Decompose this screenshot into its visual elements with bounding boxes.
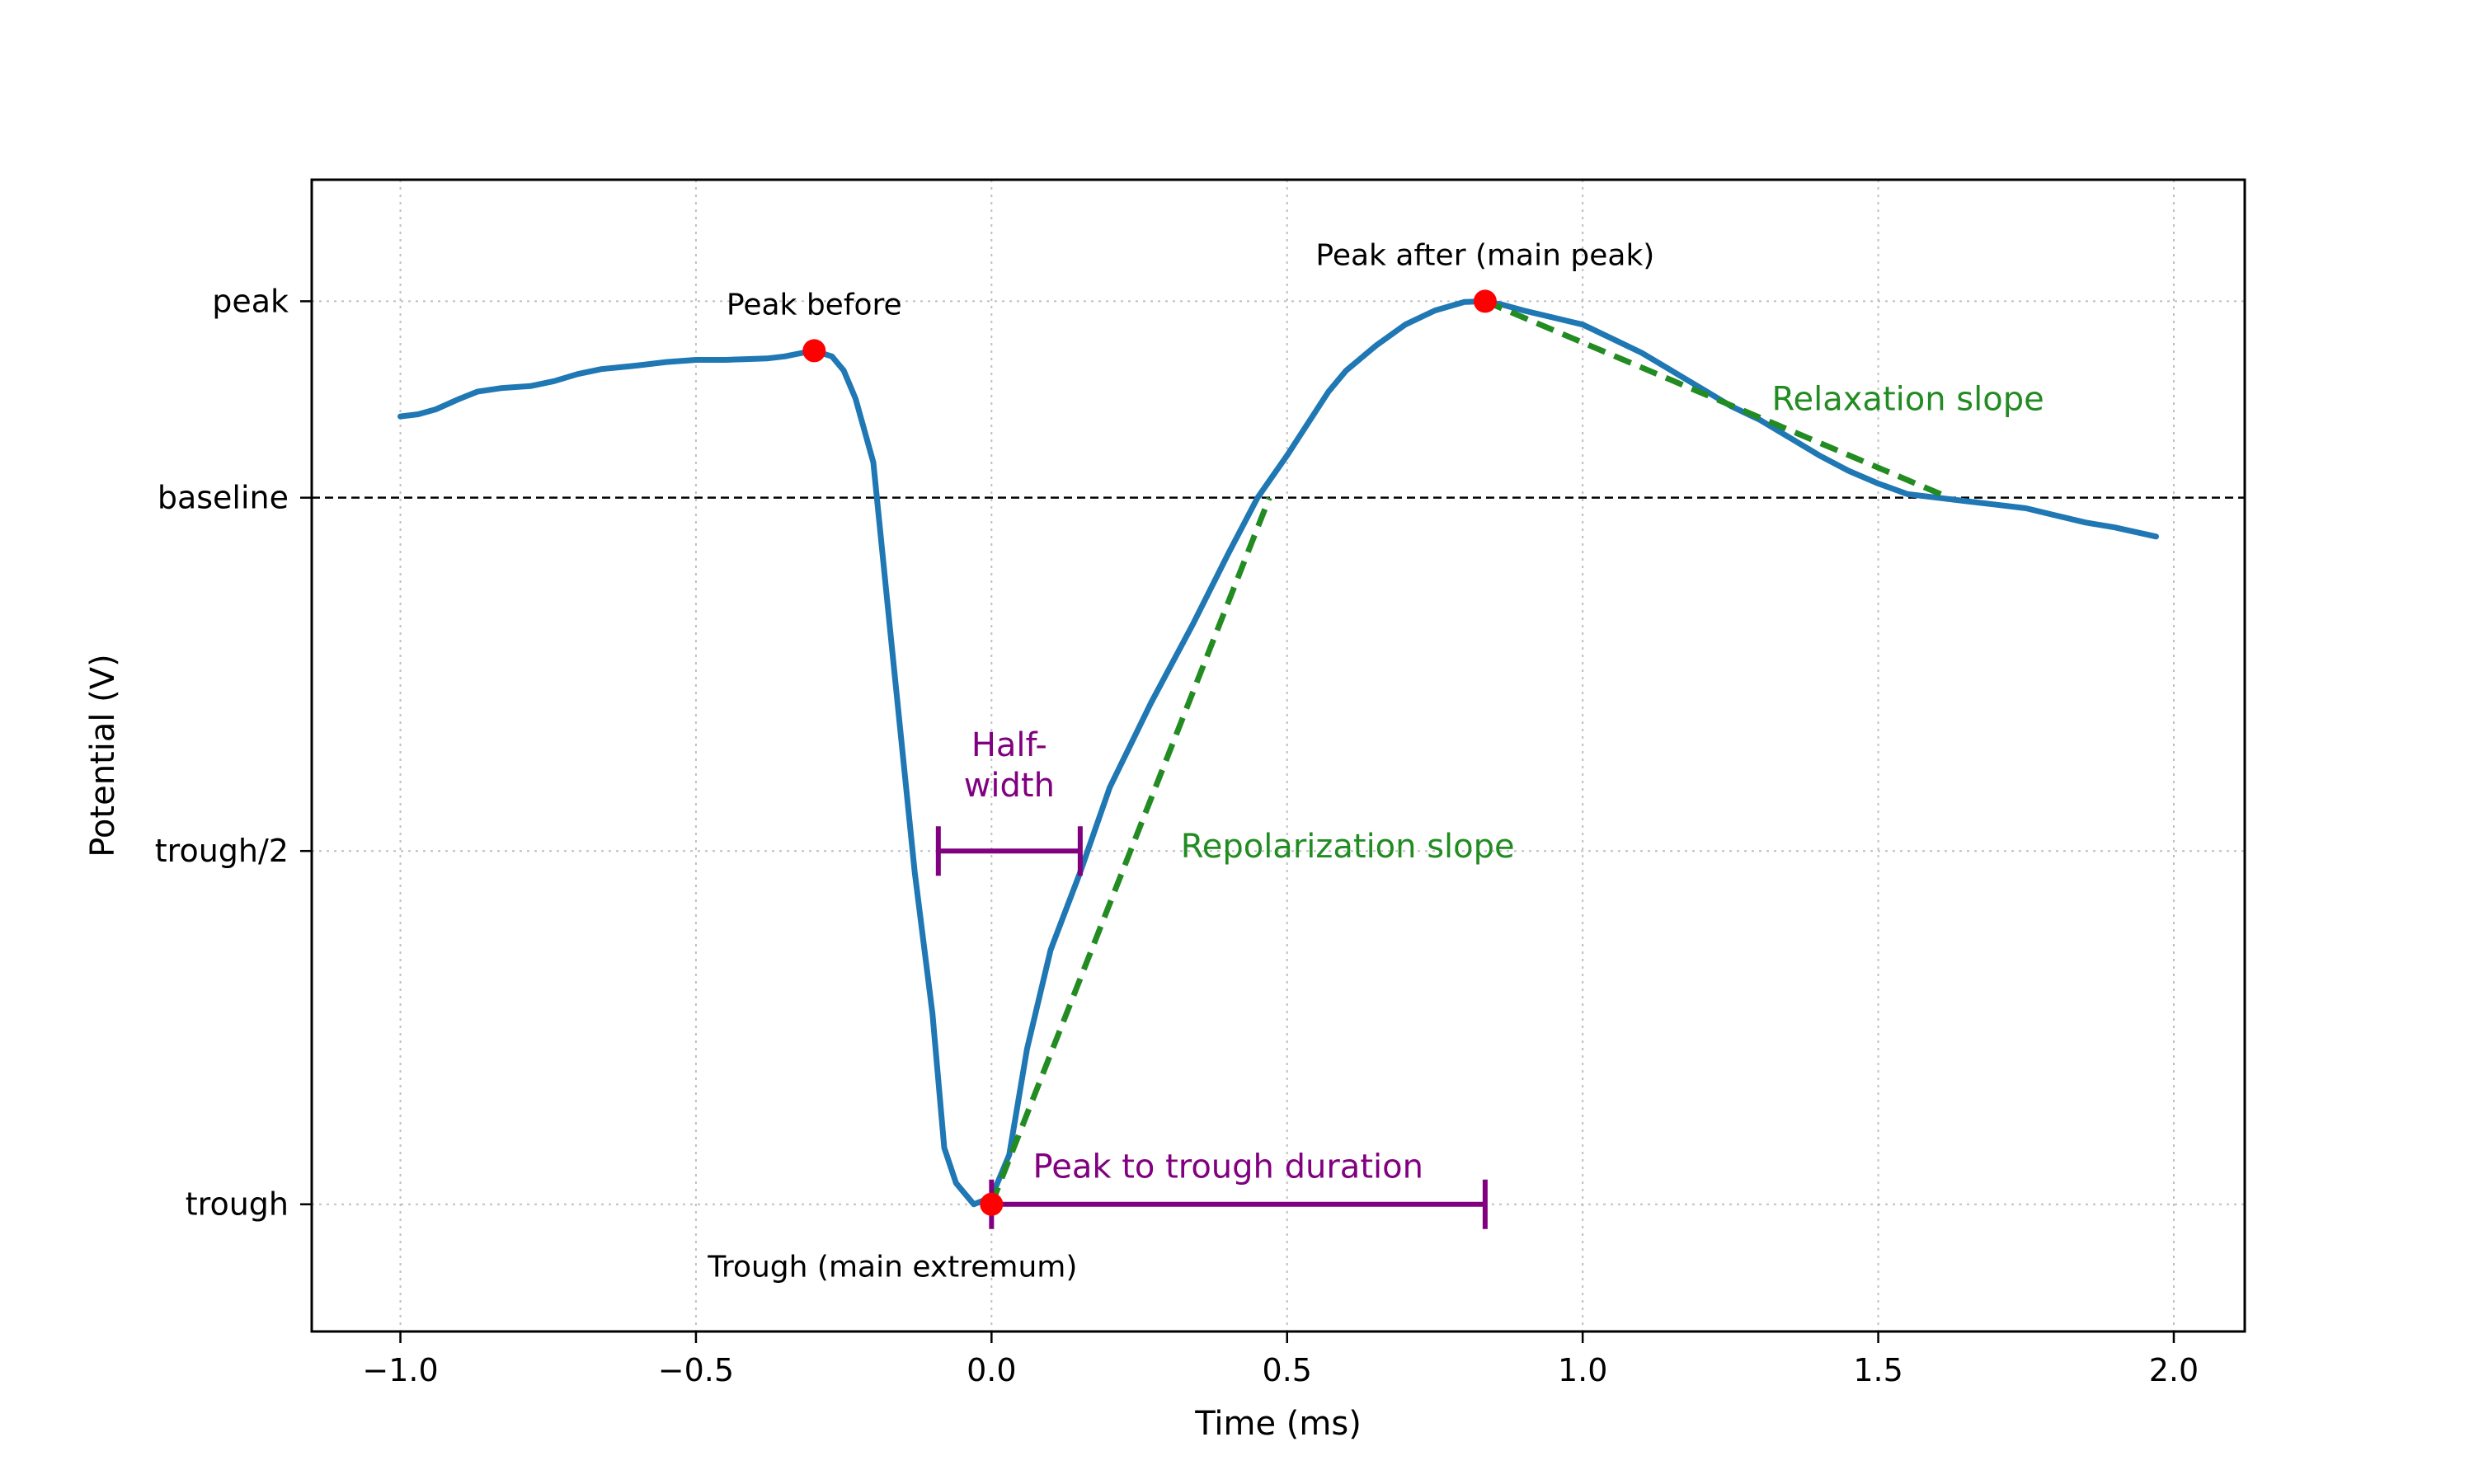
repolarization-slope-label: Repolarization slope <box>1181 828 1515 866</box>
series-layer <box>397 298 2159 1208</box>
y-axis-title: Potential (V) <box>84 654 122 857</box>
slope-layer <box>989 298 1950 1206</box>
peak-after-marker <box>1473 289 1497 313</box>
trough-marker <box>980 1192 1004 1216</box>
trough-label: Trough (main extremum) <box>707 1251 1077 1284</box>
peak-after-label: Peak after (main peak) <box>1315 238 1654 272</box>
x-tick-label: 0.0 <box>967 1352 1016 1388</box>
x-tick-label: 2.0 <box>2149 1352 2199 1388</box>
relaxation-slope-label: Relaxation slope <box>1772 381 2044 419</box>
y-tick-label: trough <box>186 1186 289 1223</box>
repolarization-slope-line <box>989 496 1272 1206</box>
peak-before-marker <box>802 339 826 363</box>
peak-to-trough-label: Peak to trough duration <box>1033 1148 1423 1186</box>
marker-layer <box>802 289 1497 1216</box>
interval-layer <box>935 826 1488 1229</box>
y-tick-label: baseline <box>158 480 289 516</box>
y-tick-label: peak <box>212 283 289 319</box>
x-tick-label: 1.5 <box>1853 1352 1903 1388</box>
half-width-label-line2: width <box>964 767 1055 805</box>
x-tick-label: 1.0 <box>1558 1352 1607 1388</box>
y-tick-label: trough/2 <box>155 833 289 869</box>
peak-before-label: Peak before <box>727 288 902 322</box>
label-layer: Peak before Peak after (main peak) Trough … <box>707 238 2044 1284</box>
x-axis-title: Time (ms) <box>1194 1405 1362 1443</box>
plot-frame <box>310 178 2246 1333</box>
x-tick-label: 0.5 <box>1263 1352 1312 1388</box>
x-tick-label: −1.0 <box>362 1352 438 1388</box>
x-tick-label: −0.5 <box>658 1352 734 1388</box>
half-width-label-line1: Half- <box>971 726 1047 764</box>
waveform-line <box>397 298 2159 1208</box>
tick-layer: −1.0 −0.5 0.0 0.5 1.0 1.5 2.0 peak baseline troug… <box>155 283 2199 1388</box>
